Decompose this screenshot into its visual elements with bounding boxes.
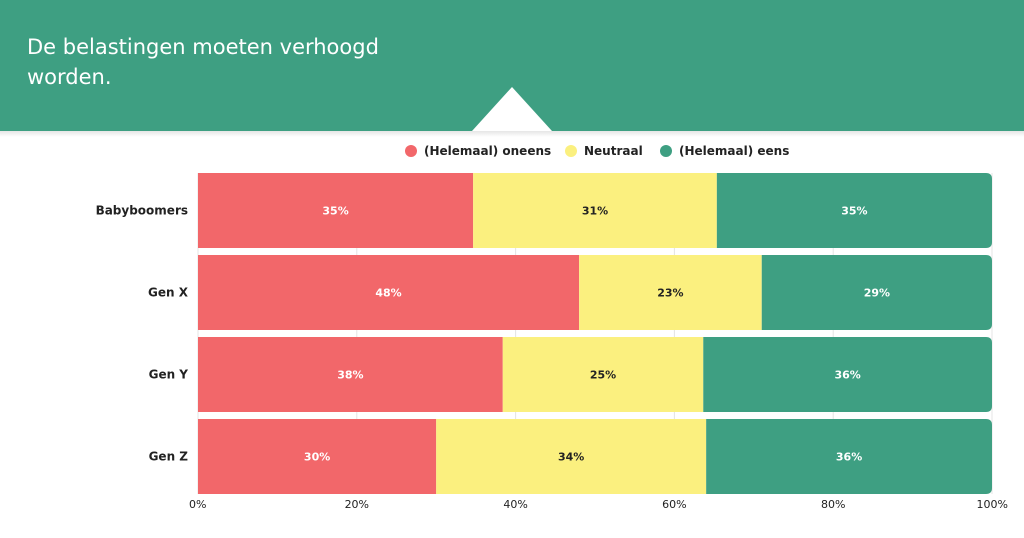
bar-segment — [579, 255, 762, 330]
data-label: 25% — [590, 369, 616, 382]
chart-legend: (Helemaal) oneens Neutraal (Helemaal) ee… — [0, 142, 1024, 160]
data-label: 35% — [322, 205, 348, 218]
header-divider — [0, 131, 1024, 137]
legend-label-oneens: (Helemaal) oneens — [424, 144, 552, 158]
legend-item-oneens: (Helemaal) oneens — [405, 142, 551, 160]
data-label: 31% — [582, 205, 608, 218]
data-label: 36% — [836, 451, 862, 464]
bar-segment — [703, 337, 992, 412]
bar-segment — [706, 419, 992, 494]
legend-label-eens: (Helemaal) eens — [679, 144, 790, 158]
bar-segment — [198, 255, 580, 330]
data-label: 29% — [864, 287, 890, 300]
bar-segment — [198, 419, 437, 494]
category-label: Gen Z — [149, 450, 189, 464]
data-label: 48% — [375, 287, 401, 300]
legend-dot-neutraal — [565, 145, 577, 157]
bar-segment — [761, 255, 992, 330]
data-label: 34% — [558, 451, 584, 464]
data-label: 30% — [304, 451, 330, 464]
bar-segment — [502, 337, 704, 412]
bar-segment — [716, 173, 992, 248]
legend-item-neutraal: Neutraal — [565, 142, 643, 160]
x-tick-label: 100% — [977, 498, 1008, 511]
data-label: 36% — [834, 369, 860, 382]
chart-title: De belastingen moeten verhoogd worden. — [27, 35, 379, 89]
legend-item-eens: (Helemaal) eens — [660, 142, 789, 160]
bar-segment — [473, 173, 717, 248]
category-label: Gen X — [148, 286, 189, 300]
data-label: 38% — [337, 369, 363, 382]
data-label: 23% — [657, 287, 683, 300]
x-tick-label: 80% — [821, 498, 845, 511]
bar-segment — [198, 173, 474, 248]
legend-dot-oneens — [405, 145, 417, 157]
bar-segment — [198, 337, 503, 412]
x-tick-label: 60% — [662, 498, 686, 511]
x-tick-label: 20% — [345, 498, 369, 511]
category-label: Babyboomers — [96, 204, 188, 218]
data-label: 35% — [841, 205, 867, 218]
legend-label-neutraal: Neutraal — [584, 144, 643, 158]
x-tick-label: 0% — [189, 498, 206, 511]
x-tick-label: 40% — [503, 498, 527, 511]
header-notch — [472, 87, 552, 131]
legend-dot-eens — [660, 145, 672, 157]
bar-segment — [436, 419, 707, 494]
category-label: Gen Y — [149, 368, 189, 382]
